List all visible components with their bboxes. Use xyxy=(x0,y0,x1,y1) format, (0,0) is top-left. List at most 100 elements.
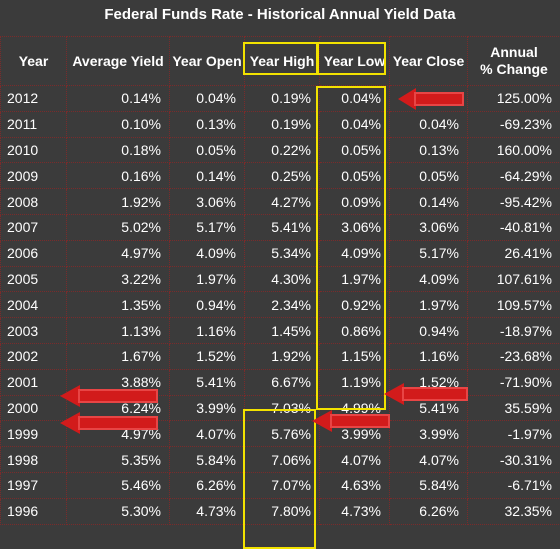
cell-year-low: 0.92% xyxy=(319,291,390,319)
cell-annual-change: -1.97% xyxy=(467,420,560,448)
cell-annual-change: -64.29% xyxy=(467,162,560,190)
cell-year-close: 4.09% xyxy=(389,265,468,293)
cell-year-high: 2.34% xyxy=(244,291,320,319)
table-title: Federal Funds Rate - Historical Annual Y… xyxy=(104,6,456,23)
cell-annual-change: -18.97% xyxy=(467,317,560,344)
cell-average-yield: 0.18% xyxy=(66,136,170,164)
table-row: 2005 3.22% 1.97% 4.30% 1.97% 4.09% 107.61% xyxy=(0,265,560,293)
cell-year-close: 3.99% xyxy=(389,420,468,448)
table-row: 2003 1.13% 1.16% 1.45% 0.86% 0.94% -18.97% xyxy=(0,317,560,344)
cell-year-close: 0.94% xyxy=(389,317,468,344)
year-low-column-highlight xyxy=(316,86,386,410)
cell-year: 2008 xyxy=(0,188,67,215)
arrow-2012-close xyxy=(398,88,464,110)
cell-year-high: 1.45% xyxy=(244,317,320,344)
cell-year-high: 5.41% xyxy=(244,213,320,241)
cell-annual-change: 107.61% xyxy=(467,265,560,293)
cell-year: 2012 xyxy=(0,85,67,112)
cell-year: 2007 xyxy=(0,213,67,241)
cell-year-high: 0.19% xyxy=(244,110,320,138)
cell-year-low: 0.86% xyxy=(319,317,390,344)
cell-year: 1997 xyxy=(0,471,67,499)
cell-average-yield: 4.97% xyxy=(66,239,170,267)
cell-year-open: 0.14% xyxy=(169,162,245,190)
cell-average-yield: 5.02% xyxy=(66,213,170,241)
cell-year-open: 0.04% xyxy=(169,85,245,112)
cell-year: 2004 xyxy=(0,291,67,319)
cell-year: 1998 xyxy=(0,446,67,473)
table-row: 1998 5.35% 5.84% 7.06% 4.07% 4.07% -30.31% xyxy=(0,446,560,473)
cell-year-high: 7.80% xyxy=(244,497,320,525)
cell-year-close: 5.84% xyxy=(389,471,468,499)
cell-annual-change: 26.41% xyxy=(467,239,560,267)
cell-average-yield: 5.46% xyxy=(66,471,170,499)
cell-year-open: 0.05% xyxy=(169,136,245,164)
cell-year-open: 1.16% xyxy=(169,317,245,344)
cell-year: 2010 xyxy=(0,136,67,164)
table-row: 2002 1.67% 1.52% 1.92% 1.15% 1.16% -23.68% xyxy=(0,342,560,370)
cell-year: 1999 xyxy=(0,420,67,448)
cell-year: 2003 xyxy=(0,317,67,344)
cell-year-high: 7.07% xyxy=(244,471,320,499)
cell-year: 2009 xyxy=(0,162,67,190)
yield-table: Year Average Yield Year Open Year High Y… xyxy=(0,36,560,525)
cell-year-open: 6.26% xyxy=(169,471,245,499)
table-row: 2004 1.35% 0.94% 2.34% 0.92% 1.97% 109.57% xyxy=(0,291,560,319)
cell-year-open: 1.52% xyxy=(169,342,245,370)
arrow-2001-close xyxy=(384,383,468,405)
cell-year-low: 0.09% xyxy=(319,188,390,215)
cell-annual-change: -95.42% xyxy=(467,188,560,215)
header-year-close: Year Close xyxy=(389,36,468,86)
header-year-open: Year Open xyxy=(169,36,245,86)
cell-year: 2005 xyxy=(0,265,67,293)
cell-year-close: 0.04% xyxy=(389,110,468,138)
cell-annual-change: 125.00% xyxy=(467,85,560,112)
cell-average-yield: 1.67% xyxy=(66,342,170,370)
cell-year-high: 0.25% xyxy=(244,162,320,190)
cell-year-close: 0.05% xyxy=(389,162,468,190)
cell-year-high: 5.76% xyxy=(244,420,320,448)
cell-year-high: 5.34% xyxy=(244,239,320,267)
cell-average-yield: 0.16% xyxy=(66,162,170,190)
cell-average-yield: 1.13% xyxy=(66,317,170,344)
year-low-header-highlight xyxy=(316,42,386,75)
cell-year-high: 6.67% xyxy=(244,368,320,396)
table-row: 2010 0.18% 0.05% 0.22% 0.05% 0.13% 160.00% xyxy=(0,136,560,164)
cell-average-yield: 0.14% xyxy=(66,85,170,112)
cell-year-low: 4.63% xyxy=(319,471,390,499)
cell-year-open: 4.73% xyxy=(169,497,245,525)
cell-year-low: 0.05% xyxy=(319,136,390,164)
cell-year-open: 3.06% xyxy=(169,188,245,215)
cell-annual-change: 160.00% xyxy=(467,136,560,164)
cell-year-low: 1.15% xyxy=(319,342,390,370)
table-row: 2008 1.92% 3.06% 4.27% 0.09% 0.14% -95.42% xyxy=(0,188,560,215)
cell-year: 2011 xyxy=(0,110,67,138)
cell-year-high: 1.92% xyxy=(244,342,320,370)
cell-year-high: 0.22% xyxy=(244,136,320,164)
cell-year: 1996 xyxy=(0,497,67,525)
cell-year-close: 3.06% xyxy=(389,213,468,241)
cell-year-open: 1.97% xyxy=(169,265,245,293)
cell-year-open: 3.99% xyxy=(169,394,245,422)
cell-year-low: 1.97% xyxy=(319,265,390,293)
cell-year-close: 5.17% xyxy=(389,239,468,267)
cell-annual-change: 35.59% xyxy=(467,394,560,422)
cell-year-open: 5.41% xyxy=(169,368,245,396)
cell-year-close: 6.26% xyxy=(389,497,468,525)
cell-year-close: 4.07% xyxy=(389,446,468,473)
header-year-high: Year High xyxy=(244,36,320,86)
cell-average-yield: 5.35% xyxy=(66,446,170,473)
header-average-yield: Average Yield xyxy=(66,36,170,86)
cell-average-yield: 5.30% xyxy=(66,497,170,525)
cell-average-yield: 1.92% xyxy=(66,188,170,215)
cell-year-close: 0.14% xyxy=(389,188,468,215)
cell-annual-change: -40.81% xyxy=(467,213,560,241)
arrow-2001-average xyxy=(60,385,158,407)
cell-year-close: 1.16% xyxy=(389,342,468,370)
cell-average-yield: 0.10% xyxy=(66,110,170,138)
cell-year-high: 0.19% xyxy=(244,85,320,112)
header-annual-change: Annual % Change xyxy=(467,36,560,86)
cell-year: 2001 xyxy=(0,368,67,396)
cell-year: 2000 xyxy=(0,394,67,422)
cell-annual-change: 109.57% xyxy=(467,291,560,319)
